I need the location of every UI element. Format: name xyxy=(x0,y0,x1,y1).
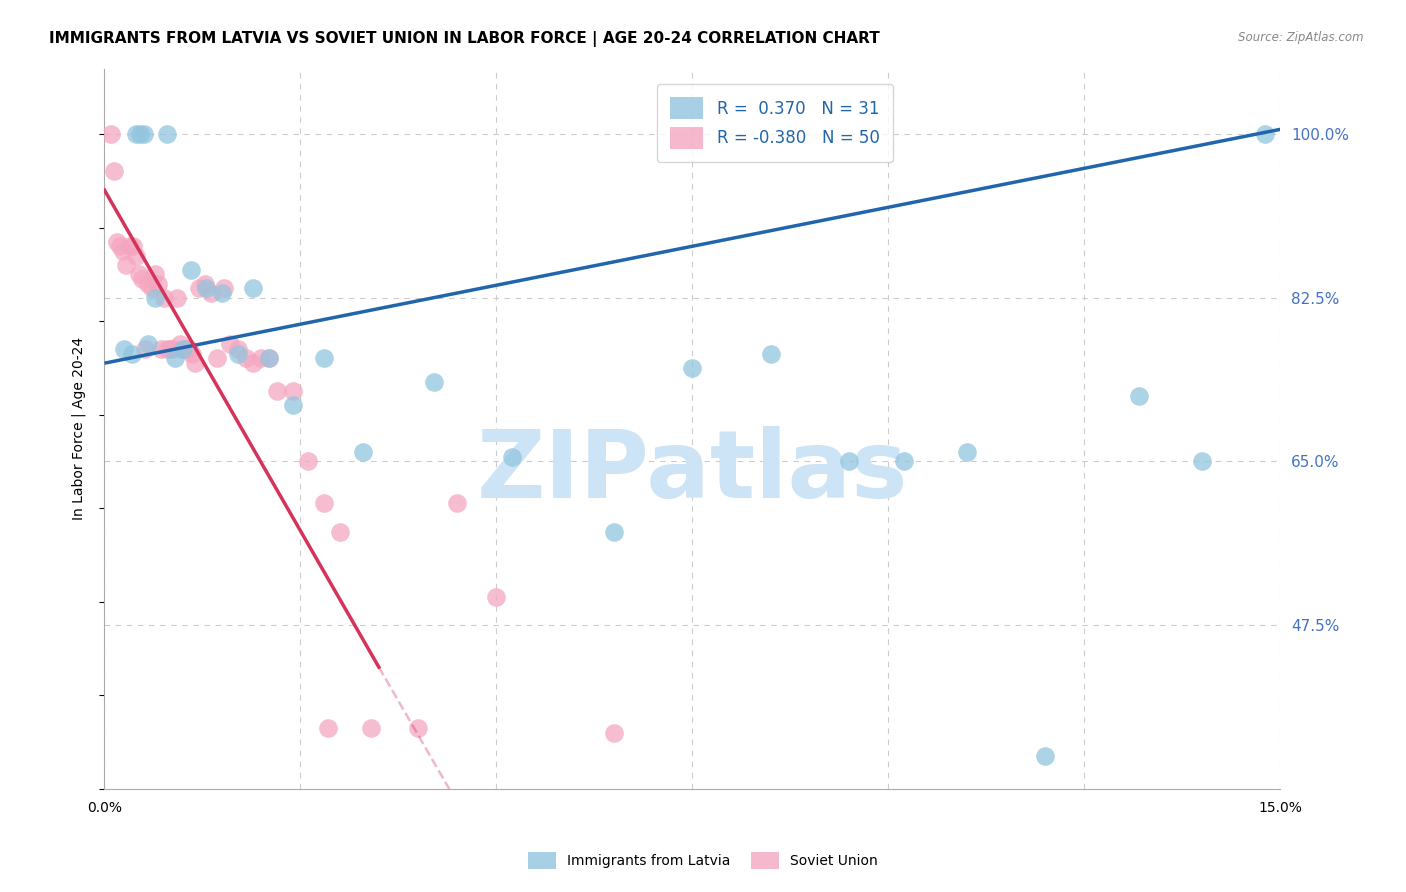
Point xyxy=(131,272,153,286)
Point xyxy=(266,384,288,399)
Point xyxy=(212,281,235,295)
Point xyxy=(132,127,155,141)
Point xyxy=(501,450,523,464)
Point xyxy=(134,342,156,356)
Point xyxy=(211,285,233,300)
Point xyxy=(118,239,141,253)
Point xyxy=(115,258,138,272)
Point xyxy=(172,342,194,356)
Point xyxy=(174,342,197,356)
Point xyxy=(250,351,273,366)
Point xyxy=(184,356,207,370)
Text: IMMIGRANTS FROM LATVIA VS SOVIET UNION IN LABOR FORCE | AGE 20-24 CORRELATION CH: IMMIGRANTS FROM LATVIA VS SOVIET UNION I… xyxy=(49,31,880,47)
Point xyxy=(121,347,143,361)
Point xyxy=(329,524,352,539)
Point xyxy=(105,235,128,249)
Point xyxy=(149,342,172,356)
Point xyxy=(128,268,150,282)
Point xyxy=(145,291,167,305)
Point xyxy=(226,347,249,361)
Point xyxy=(121,239,143,253)
Point xyxy=(181,347,204,361)
Point xyxy=(297,454,319,468)
Point xyxy=(169,337,191,351)
Point xyxy=(194,277,217,291)
Point xyxy=(172,342,194,356)
Point xyxy=(281,398,304,412)
Point xyxy=(316,721,339,735)
Point xyxy=(1128,389,1150,403)
Point xyxy=(195,281,218,295)
Legend: Immigrants from Latvia, Soviet Union: Immigrants from Latvia, Soviet Union xyxy=(523,847,883,874)
Point xyxy=(352,445,374,459)
Point xyxy=(1191,454,1213,468)
Point xyxy=(125,127,148,141)
Point xyxy=(257,351,280,366)
Point xyxy=(156,127,179,141)
Point xyxy=(125,249,148,263)
Legend: R =  0.370   N = 31, R = -0.380   N = 50: R = 0.370 N = 31, R = -0.380 N = 50 xyxy=(657,84,893,161)
Point xyxy=(422,375,444,389)
Point xyxy=(166,291,188,305)
Point xyxy=(242,281,264,295)
Point xyxy=(159,342,181,356)
Point xyxy=(226,342,249,356)
Point xyxy=(138,277,160,291)
Point xyxy=(108,239,131,253)
Point xyxy=(312,351,335,366)
Point xyxy=(112,342,135,356)
Point xyxy=(681,360,703,375)
Point xyxy=(143,268,166,282)
Point xyxy=(153,291,176,305)
Point xyxy=(446,496,468,510)
Point xyxy=(156,342,179,356)
Y-axis label: In Labor Force | Age 20-24: In Labor Force | Age 20-24 xyxy=(72,337,86,520)
Point xyxy=(103,164,125,178)
Point xyxy=(146,277,169,291)
Point xyxy=(281,384,304,399)
Point xyxy=(128,127,150,141)
Point xyxy=(956,445,979,459)
Point xyxy=(112,244,135,258)
Point xyxy=(759,347,782,361)
Text: Source: ZipAtlas.com: Source: ZipAtlas.com xyxy=(1239,31,1364,45)
Point xyxy=(242,356,264,370)
Point xyxy=(200,285,222,300)
Point xyxy=(406,721,429,735)
Point xyxy=(163,351,186,366)
Point xyxy=(162,342,184,356)
Point xyxy=(312,496,335,510)
Text: ZIPatlas: ZIPatlas xyxy=(477,425,908,518)
Point xyxy=(100,127,122,141)
Point xyxy=(603,524,626,539)
Point xyxy=(603,725,626,739)
Point xyxy=(235,351,257,366)
Point xyxy=(257,351,280,366)
Point xyxy=(180,262,202,277)
Point xyxy=(179,342,201,356)
Point xyxy=(207,351,229,366)
Point xyxy=(1033,749,1056,764)
Point xyxy=(893,454,915,468)
Point xyxy=(485,590,508,604)
Point xyxy=(187,281,209,295)
Point xyxy=(360,721,382,735)
Point xyxy=(136,337,159,351)
Point xyxy=(1254,127,1277,141)
Point xyxy=(838,454,860,468)
Point xyxy=(219,337,242,351)
Point xyxy=(141,281,163,295)
